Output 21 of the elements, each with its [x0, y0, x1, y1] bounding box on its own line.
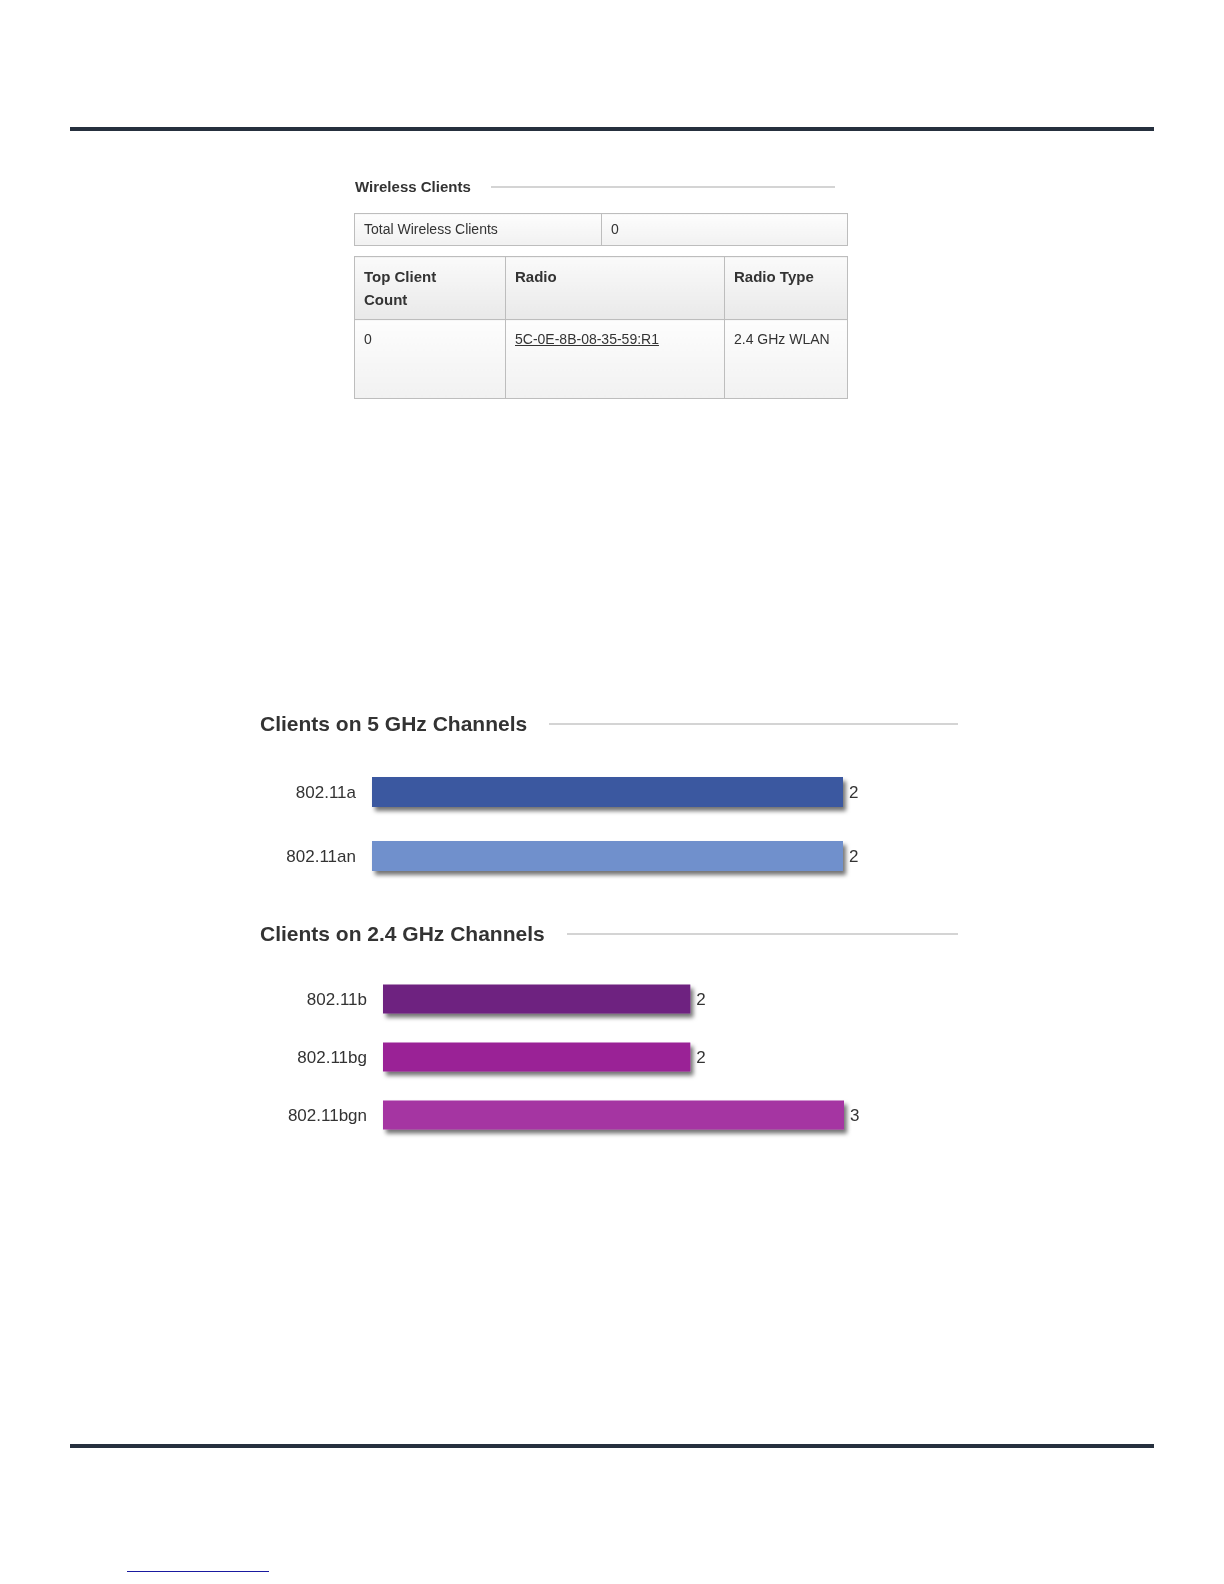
y-tick-label: 802.11bg	[297, 1047, 367, 1067]
y-tick-label: 802.11an	[286, 846, 356, 866]
text: Top Client Count	[354, 256, 506, 320]
text: 2.4 GHz WLAN	[724, 319, 848, 399]
text: Total Wireless Clients	[354, 213, 602, 246]
chart-title: Clients on 5 GHz Channels	[260, 712, 528, 736]
text: 5C-0E-8B-08-35-59:R1	[505, 319, 725, 399]
data-label: 2	[696, 1047, 706, 1067]
data-label: 2	[849, 846, 859, 866]
data-label: 2	[696, 989, 706, 1009]
text: Wireless Clients	[355, 178, 471, 195]
text: Radio	[505, 256, 725, 320]
text: Radio Type	[724, 256, 848, 320]
y-tick-label: 802.11a	[295, 782, 357, 802]
y-tick-label: 802.11b	[306, 989, 367, 1009]
text: 0	[354, 319, 506, 399]
data-label: 2	[849, 782, 859, 802]
data-label: 3	[850, 1105, 860, 1125]
text: 0	[601, 213, 848, 246]
chart-title: Clients on 2.4 GHz Channels	[260, 922, 545, 946]
y-tick-label: 802.11bgn	[287, 1105, 367, 1125]
